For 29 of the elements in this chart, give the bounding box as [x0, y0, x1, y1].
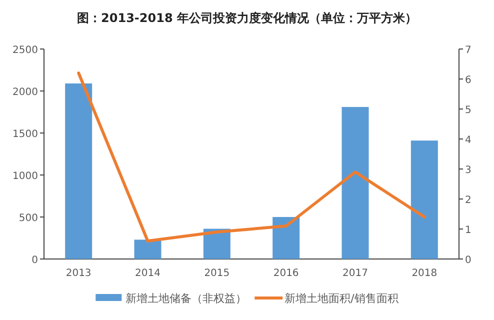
y-tick-label: 2000 [12, 87, 38, 98]
y2-tick-label: 2 [465, 195, 472, 206]
legend-label: 新增土地面积/销售面积 [284, 292, 398, 305]
bar [134, 240, 162, 259]
y-tick-label: 500 [18, 213, 38, 224]
y2-tick-label: 5 [465, 105, 472, 116]
legend-label: 新增土地储备（非权益） [126, 292, 247, 305]
bar [410, 140, 438, 259]
y-tick-label: 0 [32, 255, 38, 266]
bar [342, 106, 369, 259]
y2-tick-label: 1 [465, 225, 472, 236]
y-tick-label: 2500 [12, 45, 38, 56]
y2-tick-label: 3 [465, 165, 472, 176]
line-series [77, 72, 426, 242]
y2-tick-label: 7 [465, 45, 472, 56]
chart-title: 图：2013-2018 年公司投资力度变化情况（单位：万平方米） [77, 11, 417, 25]
x-tick-label: 2016 [273, 268, 299, 279]
x-tick-label: 2014 [135, 268, 160, 279]
y2-tick-label: 6 [465, 75, 472, 86]
bar [272, 217, 300, 259]
y-tick-label: 1500 [12, 129, 38, 140]
x-tick-label: 2017 [342, 268, 368, 279]
bar [65, 83, 92, 259]
x-tick-label: 2018 [412, 268, 438, 279]
x-tick-label: 2015 [204, 268, 230, 279]
y-tick-label: 1000 [12, 171, 38, 182]
y2-tick-label: 0 [465, 255, 472, 266]
x-tick-label: 2013 [66, 268, 92, 279]
y2-tick-label: 4 [465, 135, 472, 146]
